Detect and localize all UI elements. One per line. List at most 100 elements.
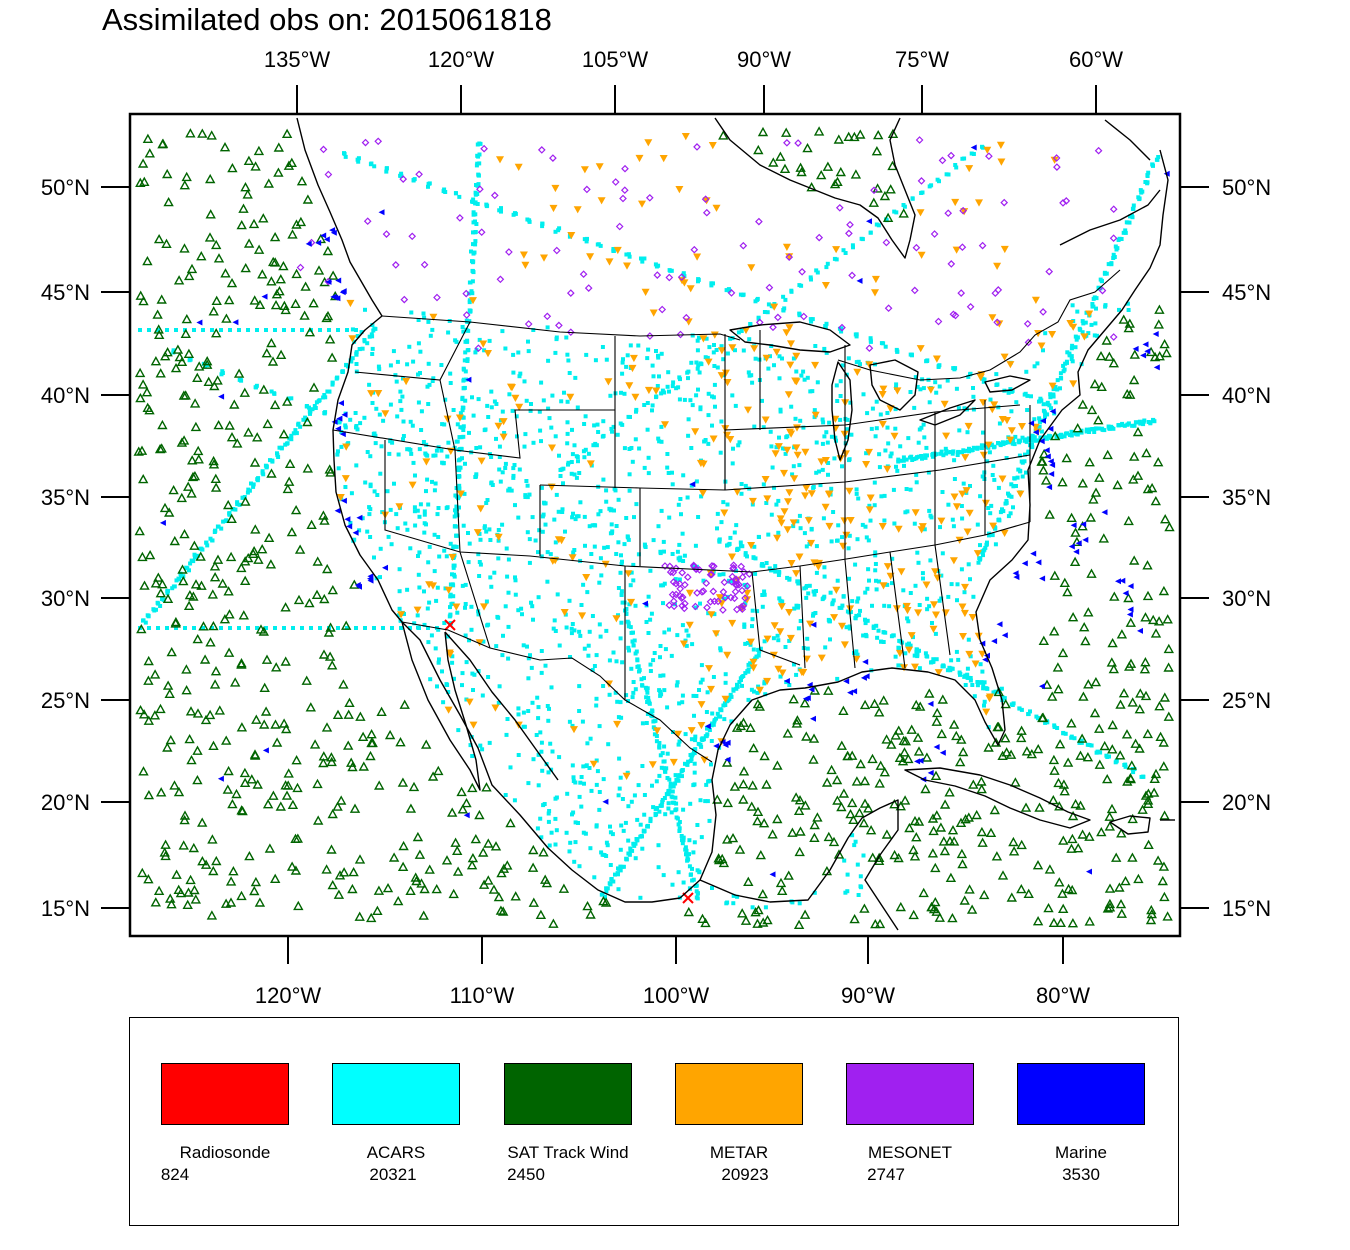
obs-marker (448, 553, 457, 562)
obs-marker (856, 277, 863, 284)
obs-marker (746, 801, 757, 811)
obs-marker (944, 172, 949, 177)
obs-marker (363, 217, 372, 226)
obs-marker (402, 378, 411, 386)
obs-marker (1090, 304, 1095, 309)
obs-marker (401, 419, 406, 424)
obs-marker (670, 782, 675, 787)
obs-marker (1061, 363, 1066, 368)
obs-marker (982, 477, 987, 481)
obs-marker (703, 603, 711, 612)
obs-marker (834, 438, 838, 443)
obs-marker (372, 431, 377, 436)
obs-marker (947, 825, 959, 835)
obs-marker (644, 386, 653, 395)
obs-marker (644, 695, 649, 700)
obs-marker (255, 626, 259, 630)
obs-marker (354, 351, 359, 356)
obs-marker (538, 816, 543, 821)
obs-marker (1069, 346, 1074, 351)
obs-marker (807, 490, 816, 498)
obs-marker (1063, 731, 1068, 736)
obs-marker (966, 302, 975, 311)
obs-marker (603, 894, 607, 899)
obs-marker (618, 700, 623, 705)
right-lat-label: 30°N (1222, 586, 1271, 611)
obs-marker (502, 860, 513, 870)
obs-marker (622, 542, 627, 547)
obs-marker (809, 832, 820, 842)
obs-marker (824, 430, 829, 435)
obs-marker (735, 682, 739, 687)
obs-marker (724, 288, 729, 293)
obs-marker (545, 325, 550, 330)
obs-marker (845, 417, 850, 422)
obs-marker (352, 529, 359, 536)
obs-marker (1081, 321, 1086, 326)
obs-marker (901, 455, 906, 460)
obs-marker (742, 624, 747, 629)
obs-marker (841, 248, 846, 253)
obs-marker (717, 347, 726, 355)
obs-marker (452, 866, 464, 876)
obs-marker (965, 672, 970, 677)
obs-marker (977, 680, 982, 685)
obs-marker (324, 464, 335, 474)
obs-marker (455, 414, 464, 422)
obs-marker (570, 622, 575, 626)
obs-marker (691, 428, 700, 436)
obs-marker (1011, 505, 1015, 510)
obs-marker (539, 835, 544, 840)
obs-marker (342, 443, 351, 451)
obs-marker (1094, 296, 1099, 301)
top-lon-label: 90°W (737, 47, 791, 72)
obs-marker (957, 858, 968, 869)
obs-marker (1075, 750, 1086, 760)
obs-marker (649, 309, 658, 317)
obs-marker (852, 843, 857, 848)
obs-marker (659, 692, 664, 697)
obs-marker (429, 633, 434, 638)
obs-marker (718, 707, 723, 712)
obs-marker (745, 722, 756, 732)
obs-marker (481, 639, 486, 644)
obs-marker (683, 845, 688, 850)
obs-marker (565, 441, 570, 446)
obs-marker (547, 843, 552, 848)
obs-marker (1125, 301, 1130, 306)
obs-marker (1011, 701, 1016, 706)
obs-marker (326, 756, 337, 767)
obs-marker (452, 514, 457, 519)
obs-marker (162, 593, 174, 603)
obs-marker (1058, 432, 1063, 437)
obs-marker (446, 651, 455, 659)
obs-marker (865, 825, 877, 835)
obs-marker (219, 614, 231, 624)
obs-marker (697, 335, 701, 340)
obs-marker (513, 578, 518, 583)
obs-marker (382, 564, 388, 571)
obs-marker (726, 436, 735, 444)
obs-marker (300, 281, 311, 291)
obs-marker (686, 369, 691, 374)
obs-marker (1061, 730, 1066, 735)
obs-marker (378, 209, 385, 216)
obs-marker (336, 449, 340, 454)
obs-marker (427, 382, 432, 387)
obs-marker (207, 589, 218, 599)
obs-marker (1080, 521, 1087, 528)
obs-marker (277, 445, 282, 450)
obs-marker (486, 675, 491, 679)
obs-marker (357, 528, 362, 533)
obs-marker (332, 801, 343, 811)
obs-marker (745, 554, 749, 559)
obs-marker (439, 363, 444, 367)
obs-marker (350, 327, 355, 332)
obs-marker (504, 546, 509, 551)
obs-marker (624, 364, 629, 369)
obs-marker (651, 805, 656, 810)
obs-marker (633, 437, 638, 442)
obs-marker (619, 592, 624, 597)
obs-marker (1086, 868, 1092, 875)
obs-marker (1006, 892, 1017, 902)
